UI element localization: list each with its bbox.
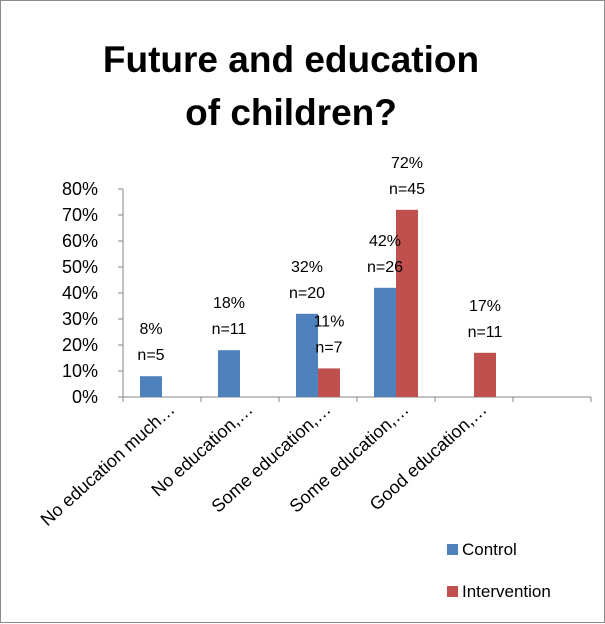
y-tick-label: 30% xyxy=(62,309,98,329)
legend-label-intervention: Intervention xyxy=(462,582,551,601)
data-label-percent: 32% xyxy=(291,259,323,276)
chart-legend: Control Intervention xyxy=(447,540,551,601)
legend-swatch-intervention xyxy=(447,586,458,597)
y-tick-label: 60% xyxy=(62,231,98,251)
data-label-count: n=45 xyxy=(389,181,425,198)
data-label-percent: 42% xyxy=(369,233,401,250)
data-label-percent: 8% xyxy=(139,321,162,338)
y-tick-label: 10% xyxy=(62,361,98,381)
x-category-label: No education much… xyxy=(37,399,179,530)
data-label-count: n=11 xyxy=(212,321,247,338)
chart-axes: 0% 10% 20% 30% 40% 50% 60% 70% 80% xyxy=(62,179,592,407)
data-label-count: n=7 xyxy=(315,339,342,356)
chart-data-labels: 8% n=5 18% n=11 32% n=20 42% n=26 11% n=7 72% n=45 1… xyxy=(137,155,502,364)
bar-control xyxy=(296,313,318,397)
bar-control xyxy=(140,376,162,397)
data-label-percent: 18% xyxy=(213,295,245,312)
bar-control xyxy=(374,287,396,397)
y-tick-label: 80% xyxy=(62,179,98,199)
chart-category-labels: No education much…No education,…Some edu… xyxy=(37,399,491,530)
bar-control xyxy=(218,350,240,397)
y-tick-label: 20% xyxy=(62,335,98,355)
bar-intervention xyxy=(474,352,496,397)
bar-intervention xyxy=(396,209,418,397)
bar-intervention xyxy=(318,368,340,397)
data-label-percent: 11% xyxy=(314,313,345,330)
data-label-percent: 17% xyxy=(469,298,501,315)
y-tick-label: 0% xyxy=(72,387,98,407)
y-tick-label: 50% xyxy=(62,257,98,277)
data-label-count: n=26 xyxy=(367,259,403,276)
y-tick-label: 40% xyxy=(62,283,98,303)
legend-label-control: Control xyxy=(462,540,517,559)
data-label-count: n=5 xyxy=(137,347,164,364)
data-label-percent: 72% xyxy=(391,155,423,172)
chart-title-line-1: Future and education xyxy=(103,39,479,80)
chart-title-line-2: of children? xyxy=(185,92,397,133)
y-tick-label: 70% xyxy=(62,205,98,225)
data-label-count: n=20 xyxy=(289,285,325,302)
chart-bars xyxy=(140,209,496,397)
data-label-count: n=11 xyxy=(468,324,503,341)
legend-swatch-control xyxy=(447,544,458,555)
